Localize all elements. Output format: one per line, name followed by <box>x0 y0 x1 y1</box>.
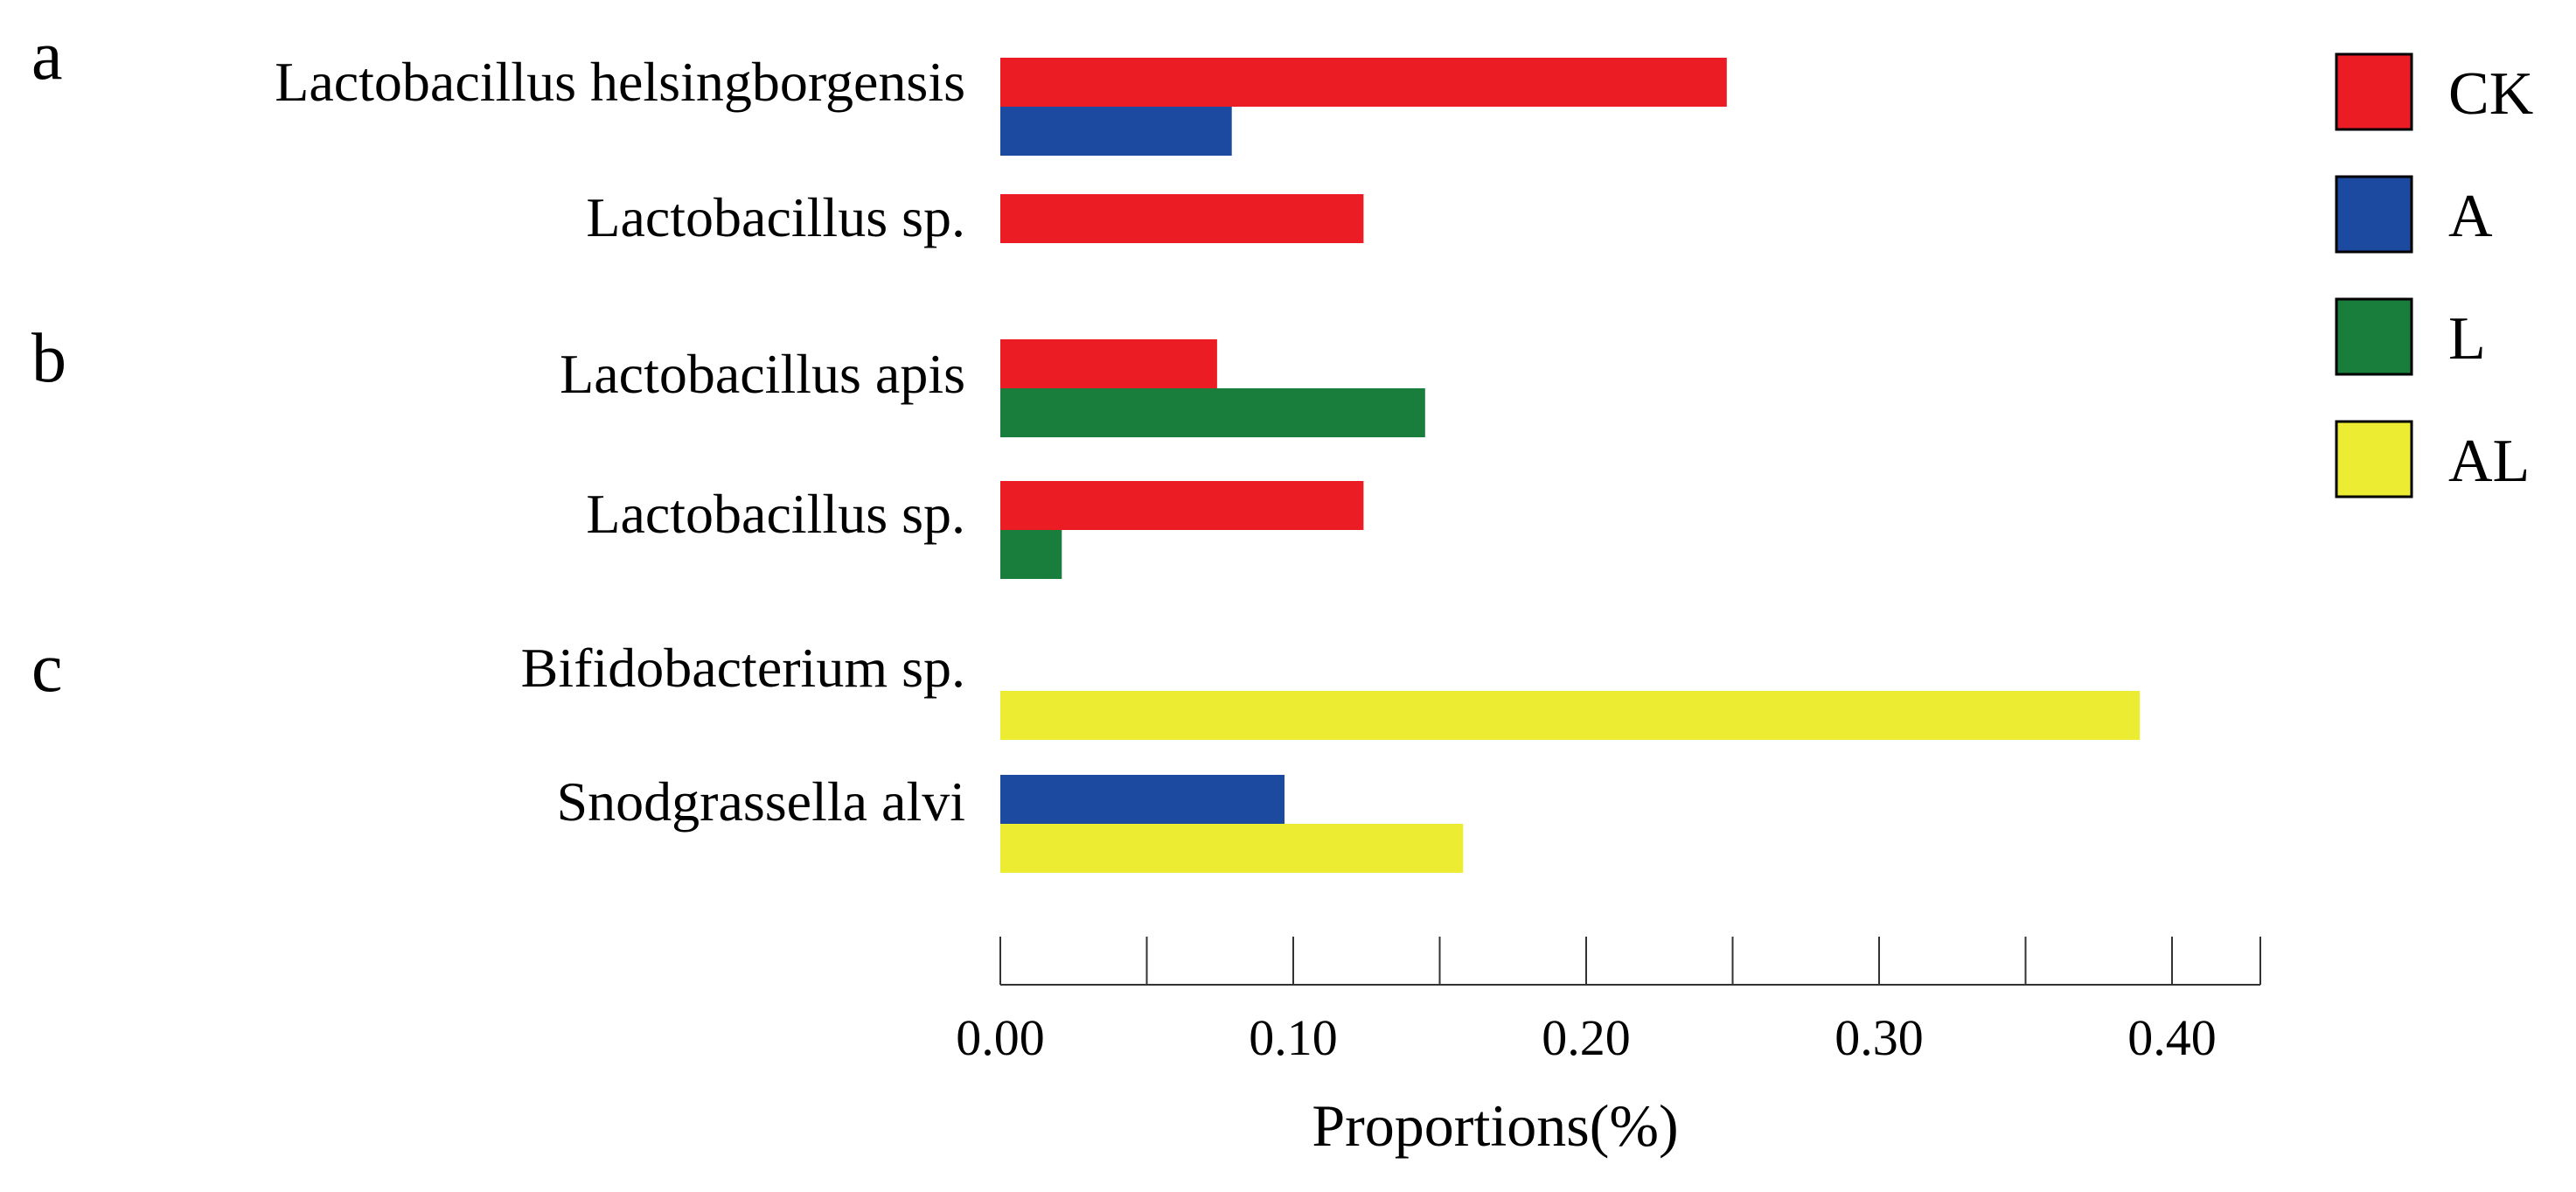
bar-ck <box>1000 481 1364 530</box>
x-tick-label: 0.30 <box>1835 1009 1924 1066</box>
bar-l <box>1000 388 1425 437</box>
bar-l <box>1000 530 1062 579</box>
legend-item-l: L <box>2335 297 2486 376</box>
panel-label-c: c <box>31 630 63 707</box>
bar-a <box>1000 775 1285 824</box>
category-label: Lactobacillus sp. <box>586 186 965 248</box>
category-label: Lactobacillus sp. <box>586 483 965 545</box>
legend-label: L <box>2448 305 2486 373</box>
bar-al <box>1000 824 1464 873</box>
category-labels: Lactobacillus helsingborgensis Lactobacil… <box>275 51 965 833</box>
category-label: Bifidobacterium sp. <box>521 637 965 699</box>
legend-swatch <box>2335 297 2413 376</box>
legend-swatch <box>2335 175 2413 254</box>
bars <box>1000 58 2141 873</box>
bar-al <box>1000 691 2141 740</box>
bar-ck <box>1000 58 1727 107</box>
x-tick-label: 0.00 <box>956 1009 1045 1066</box>
legend-item-a: A <box>2335 175 2493 254</box>
legend-label: A <box>2448 183 2493 250</box>
legend-item-al: AL <box>2335 420 2530 498</box>
legend: CK AL AL <box>2335 52 2533 498</box>
x-axis: 0.00 0.10 0.20 0.30 0.40 Proportions(%) <box>956 937 2261 1159</box>
panel-labels: a b c <box>31 17 66 707</box>
x-tick-label: 0.10 <box>1249 1009 1338 1066</box>
category-label: Lactobacillus apis <box>560 343 965 405</box>
bar-ck <box>1000 339 1217 388</box>
category-label: Snodgrassella alvi <box>557 770 965 833</box>
x-tick-labels: 0.00 0.10 0.20 0.30 0.40 <box>956 1009 2217 1066</box>
x-ticks <box>999 937 2261 985</box>
legend-swatch <box>2335 420 2413 498</box>
bar-ck <box>1000 194 1364 243</box>
category-label: Lactobacillus helsingborgensis <box>275 51 965 113</box>
x-axis-title: Proportions(%) <box>1312 1092 1678 1159</box>
bar-a <box>1000 107 1232 156</box>
panel-label-a: a <box>31 17 63 94</box>
legend-swatch <box>2335 52 2413 131</box>
x-tick-label: 0.20 <box>1542 1009 1631 1066</box>
legend-label: CK <box>2448 60 2533 128</box>
legend-item-ck: CK <box>2335 52 2533 131</box>
legend-label: AL <box>2448 428 2530 495</box>
panel-label-b: b <box>31 320 66 397</box>
x-tick-label: 0.40 <box>2127 1009 2217 1066</box>
